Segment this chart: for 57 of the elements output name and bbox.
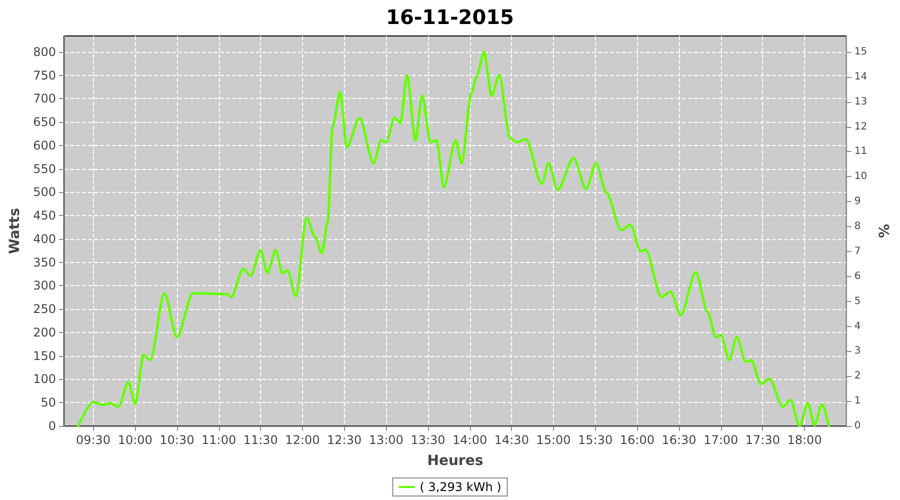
y-tick-label: 650 bbox=[33, 115, 56, 130]
y2-tick-label: 0 bbox=[854, 420, 861, 432]
x-tick-label: 17:00 bbox=[704, 433, 738, 447]
x-tick-label: 10:00 bbox=[118, 433, 152, 447]
x-tick-label: 09:30 bbox=[76, 433, 111, 447]
y2-tick-label: 9 bbox=[854, 196, 861, 208]
y2-tick-label: 10 bbox=[854, 171, 868, 182]
x-tick-label: 17:30 bbox=[745, 433, 780, 447]
x-tick-label: 12:00 bbox=[285, 433, 320, 447]
line-series bbox=[76, 50, 830, 428]
y2-tick-label: 3 bbox=[854, 346, 861, 357]
x-tick-label: 14:30 bbox=[494, 433, 529, 447]
y2-tick-label: 1 bbox=[854, 396, 861, 407]
y-tick-label: 50 bbox=[40, 396, 56, 410]
x-tick-label: 13:00 bbox=[368, 433, 404, 447]
y2-tick-label: 7 bbox=[854, 246, 861, 257]
y-tick-label: 450 bbox=[33, 208, 56, 223]
y-tick-label: 300 bbox=[33, 278, 56, 293]
y2-tick-label: 6 bbox=[854, 270, 861, 282]
y2-axis-title: % bbox=[877, 224, 893, 238]
y-tick-label: 500 bbox=[33, 185, 56, 200]
y2-tick-label: 4 bbox=[854, 320, 861, 332]
x-tick-label: 12:30 bbox=[327, 433, 362, 447]
y-tick-label: 400 bbox=[33, 232, 56, 246]
y-tick-label: 600 bbox=[33, 138, 56, 152]
y2-tick-label: 15 bbox=[854, 46, 868, 58]
x-tick-label: 16:00 bbox=[620, 433, 654, 447]
y-tick-label: 700 bbox=[33, 92, 56, 106]
y2-tick-label: 8 bbox=[854, 221, 861, 232]
y2-tick-label: 13 bbox=[854, 96, 868, 108]
legend-label: ( 3,293 kWh ) bbox=[420, 480, 502, 494]
y2-tick-label: 11 bbox=[854, 146, 868, 158]
x-tick-label: 14:00 bbox=[452, 433, 488, 447]
x-tick-label: 15:00 bbox=[536, 433, 571, 447]
y2-tick-label: 12 bbox=[854, 121, 868, 132]
x-tick-label: 13:30 bbox=[410, 433, 446, 447]
chart-title: 16-11-2015 bbox=[386, 5, 514, 29]
x-tick-label: 10:30 bbox=[160, 433, 194, 447]
y2-tick-label: 14 bbox=[854, 71, 868, 82]
x-axis-title: Heures bbox=[427, 453, 484, 469]
y-tick-label: 0 bbox=[48, 419, 56, 433]
x-tick-label: 18:00 bbox=[787, 433, 822, 447]
y-tick-label: 350 bbox=[33, 255, 56, 270]
x-tick-label: 11:30 bbox=[243, 433, 278, 447]
y-tick-label: 100 bbox=[33, 372, 56, 386]
y-tick-label: 800 bbox=[33, 44, 56, 59]
y-tick-label: 200 bbox=[33, 325, 56, 340]
x-tick-label: 15:30 bbox=[578, 433, 613, 447]
y-tick-label: 750 bbox=[33, 68, 56, 82]
y-tick-label: 550 bbox=[33, 162, 56, 176]
y-axis-title: Watts bbox=[7, 208, 24, 254]
x-tick-label: 16:30 bbox=[662, 433, 696, 447]
x-tick-label: 11:00 bbox=[202, 433, 236, 447]
y-tick-label: 150 bbox=[33, 348, 56, 363]
y2-tick-label: 5 bbox=[854, 296, 861, 307]
y2-tick-label: 2 bbox=[854, 370, 861, 382]
y-tick-label: 250 bbox=[33, 302, 56, 316]
